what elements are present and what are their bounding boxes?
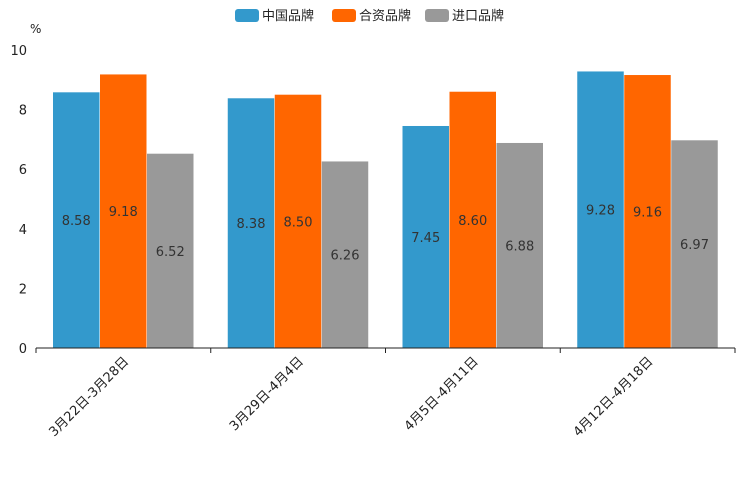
bar-1-2: [227, 98, 275, 348]
data-label: 9.16: [633, 206, 662, 221]
bar-1-3: [402, 125, 449, 349]
bar-3-2: [321, 161, 369, 348]
y-tick-label: 6: [19, 163, 27, 178]
data-label: 9.28: [586, 204, 615, 219]
bars: 8.58 8.38 7.45 9.28 9.18 8.50 8.60 9.16 6.52 6.26…: [53, 71, 718, 349]
data-label: 8.58: [62, 214, 91, 229]
x-axis: 3月22日-3月28日 3月29日-4月4日 4月5日-4月11日 4月12日-4月1…: [35, 347, 736, 440]
bar-2-3: [449, 91, 496, 348]
y-tick-label: 4: [19, 223, 27, 238]
bar-2-4: [624, 75, 671, 349]
data-label: 6.97: [680, 238, 709, 253]
legend-label-1: 中国品牌: [262, 8, 314, 24]
data-label: 6.88: [505, 239, 534, 254]
y-axis-unit: %: [30, 22, 41, 36]
y-tick-label: 10: [10, 44, 27, 59]
data-label: 8.50: [284, 215, 313, 230]
bar-3-4: [671, 140, 718, 348]
data-label: 6.26: [331, 249, 360, 264]
y-tick-label: 0: [19, 342, 27, 357]
x-tick-label: 4月5日-4月11日: [402, 354, 482, 434]
bar-1-4: [577, 71, 624, 349]
bar-3-1: [147, 153, 194, 348]
legend-swatch-3: [425, 9, 449, 22]
y-tick-label: 2: [19, 282, 27, 297]
legend-label-3: 进口品牌: [452, 8, 504, 24]
data-label: 8.60: [458, 214, 487, 229]
x-tick-label: 3月29日-4月4日: [227, 354, 307, 434]
legend-label-2: 合资品牌: [359, 8, 411, 24]
x-tick-label: 3月22日-3月28日: [46, 354, 132, 440]
bar-1-1: [53, 92, 100, 348]
y-axis: 0 2 4 6 8 10: [10, 44, 27, 357]
x-tick-label: 4月12日-4月18日: [571, 354, 657, 440]
legend-swatch-2: [332, 9, 356, 22]
bar-2-1: [100, 74, 147, 348]
data-label: 9.18: [109, 205, 138, 220]
y-tick-label: 8: [19, 104, 27, 119]
bar-3-3: [496, 142, 543, 348]
data-label: 6.52: [156, 245, 185, 260]
data-label: 8.38: [237, 217, 266, 232]
legend: 中国品牌 合资品牌 进口品牌: [235, 8, 504, 24]
bar-2-2: [274, 94, 322, 348]
legend-swatch-1: [235, 9, 259, 22]
data-label: 7.45: [411, 231, 440, 246]
